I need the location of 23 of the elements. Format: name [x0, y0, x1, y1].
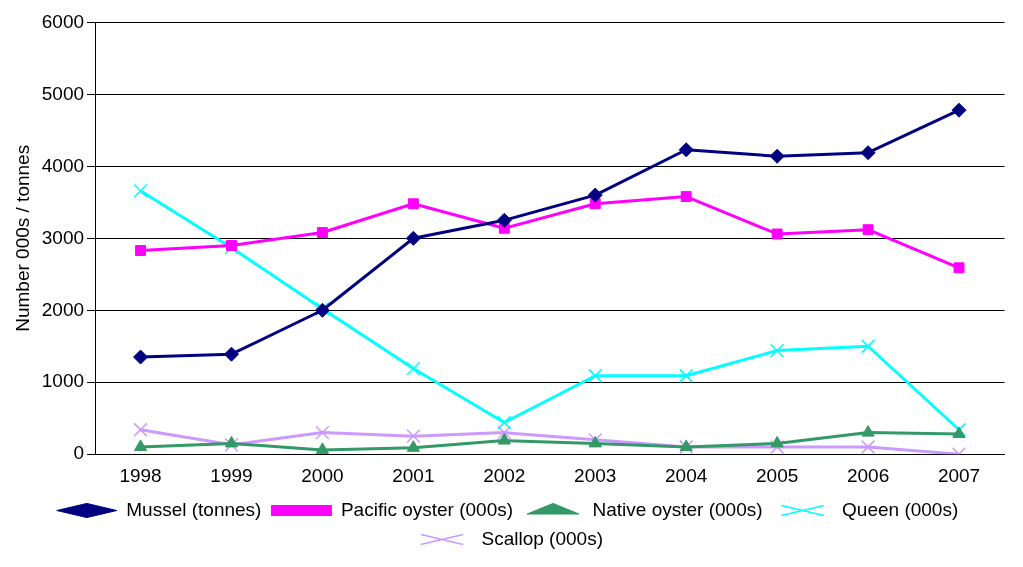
y-tick-label: 1000 [41, 370, 85, 392]
legend-label: Pacific oyster (000s) [340, 498, 514, 520]
y-tick-label: 3000 [41, 226, 85, 248]
legend-label: Scallop (000s) [481, 527, 603, 549]
x-tick-label: 1998 [119, 464, 162, 486]
x-tick-label: 2000 [301, 464, 344, 486]
y-tick-label: 0 [73, 442, 85, 464]
x-tick-label: 2001 [392, 464, 435, 486]
y-tick-label: 5000 [41, 82, 85, 104]
x-tick-label: 2002 [483, 464, 526, 486]
y-axis-title: Number 000s / tonnes [11, 144, 33, 332]
legend-label: Mussel (tonnes) [126, 498, 262, 520]
y-tick-label: 4000 [41, 154, 85, 176]
x-tick-label: 2004 [665, 464, 708, 486]
x-tick-label: 1999 [210, 464, 253, 486]
x-tick-label: 2005 [756, 464, 799, 486]
x-tick-label: 2006 [846, 464, 890, 486]
x-tick-label: 2003 [574, 464, 617, 486]
x-tick-label: 2007 [937, 464, 981, 486]
legend-label: Queen (000s) [842, 498, 959, 520]
legend-label: Native oyster (000s) [592, 498, 763, 520]
y-tick-label: 6000 [41, 10, 85, 32]
y-tick-label: 2000 [41, 298, 85, 320]
